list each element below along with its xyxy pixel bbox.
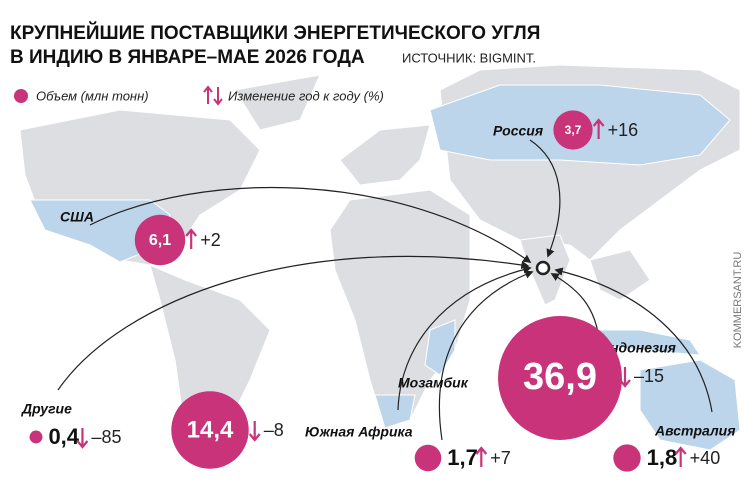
arrow-up <box>592 118 605 139</box>
change-label: –15 <box>634 366 664 386</box>
legend-arrow <box>203 85 213 104</box>
arrow-down <box>248 421 261 442</box>
change-label: –8 <box>264 420 284 440</box>
volume-bubble <box>171 391 249 469</box>
volume-label: 1,7 <box>447 445 478 470</box>
volume-bubble <box>498 316 622 440</box>
change-label: +16 <box>608 120 639 140</box>
india-marker <box>535 260 551 276</box>
volume-label: 3,7 <box>565 123 582 137</box>
country-name: Южная Африка <box>305 424 413 440</box>
volume-bubble <box>414 444 442 472</box>
country-name: США <box>60 209 94 225</box>
legend-change: Изменение год к году (%) <box>228 88 384 103</box>
arrow-up <box>185 228 198 249</box>
title: КРУПНЕЙШИЕ ПОСТАВЩИКИ ЭНЕРГЕТИЧЕСКОГО УГ… <box>10 22 540 44</box>
arrow-down <box>619 367 631 388</box>
change-label: +40 <box>690 448 721 468</box>
volume-label: 6,1 <box>149 232 171 249</box>
country-name: Индонезия <box>600 340 676 356</box>
source: ИСТОЧНИК: BIGMINT. <box>402 50 536 65</box>
credit: KOMMERSANT.RU <box>732 252 744 349</box>
routes <box>57 139 713 441</box>
country-name: Австралия <box>654 423 735 439</box>
volume-bubble <box>29 430 43 444</box>
volume-label: 14,4 <box>187 416 234 443</box>
volume-bubble <box>613 444 641 472</box>
change-label: –85 <box>91 427 121 447</box>
arrow-up <box>674 446 687 467</box>
volume-label: 36,9 <box>523 356 597 398</box>
volume-bubble <box>134 214 186 266</box>
arrow-up <box>475 446 488 467</box>
country-name: Мозамбик <box>398 375 469 391</box>
volume-label: 0,4 <box>48 424 79 449</box>
legend-arrow <box>213 87 223 106</box>
legend-volume: Объем (млн тонн) <box>36 88 149 103</box>
legend-dot <box>14 89 28 103</box>
change-label: +2 <box>200 230 221 250</box>
arrow-down <box>76 428 89 449</box>
change-label: +7 <box>490 448 511 468</box>
country-name: Россия <box>493 123 543 139</box>
country-name: Другие <box>21 401 72 417</box>
volume-bubble <box>553 110 593 150</box>
volume-label: 1,8 <box>647 445 678 470</box>
title: В ИНДИЮ В ЯНВАРЕ–МАЕ 2026 ГОДА <box>10 47 365 68</box>
